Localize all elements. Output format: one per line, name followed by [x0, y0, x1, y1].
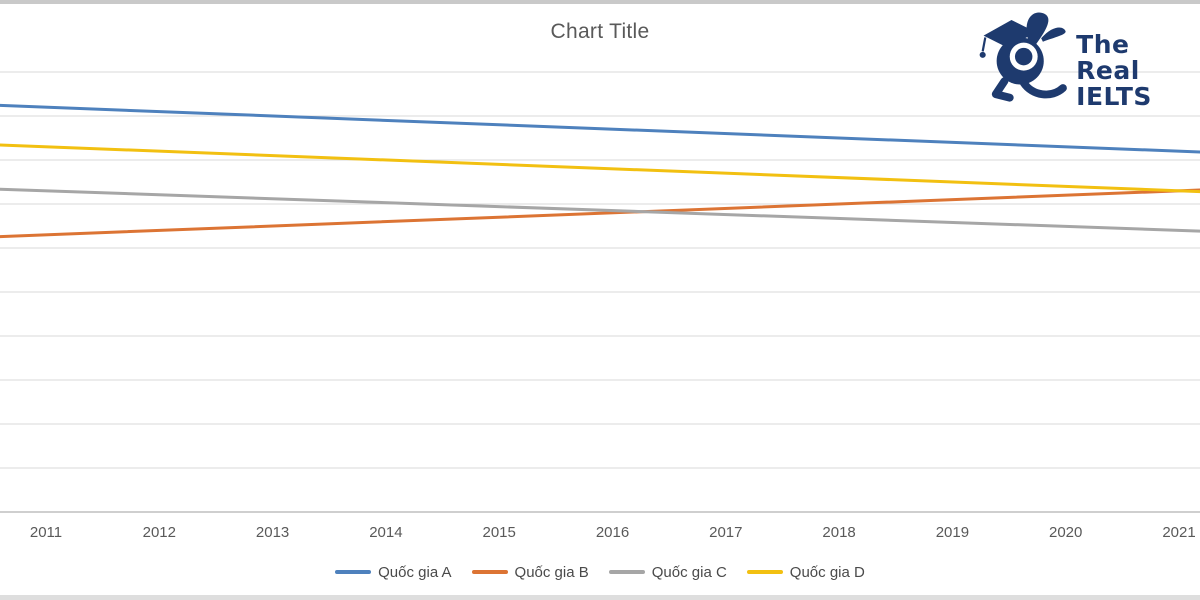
legend: Quốc gia A Quốc gia B Quốc gia C Quốc gia D [0, 560, 1200, 584]
x-axis-label: 2021 [1162, 524, 1196, 541]
x-axis-label: 2013 [255, 524, 290, 541]
legend-swatch-icon [335, 570, 372, 574]
x-axis: 2011 2012 2013 2014 2015 2016 2017 2018 2019 2020… [0, 524, 1200, 544]
chart-title: Chart Title [550, 20, 650, 43]
legend-swatch-icon [608, 570, 645, 574]
legend-label: Quốc gia B [514, 563, 589, 581]
series-line-4 [0, 143, 1200, 194]
x-axis-label: 2011 [29, 524, 63, 541]
x-axis-label: 2014 [369, 524, 403, 541]
logo-text-line1: The Real [1076, 30, 1140, 85]
brand-logo: The Real IELTS [972, 6, 1200, 110]
series-line-2 [0, 188, 1200, 239]
logo-text-line2: IELTS [1076, 82, 1152, 111]
x-axis-label: 2020 [1049, 524, 1083, 541]
x-axis-label: 2017 [709, 524, 743, 541]
legend-label: Quốc gia A [378, 563, 452, 581]
bottom-border [0, 595, 1200, 600]
series-line-1 [0, 103, 1200, 154]
legend-item: Quốc gia B [471, 563, 589, 581]
x-axis-label: 2015 [482, 524, 516, 541]
mascot-logo-icon [979, 12, 1067, 102]
x-axis-label: 2016 [595, 524, 630, 541]
x-axis-label: 2012 [142, 524, 176, 541]
legend-label: Quốc gia C [651, 563, 727, 581]
x-axis-label: 2018 [822, 524, 856, 541]
legend-item: Quốc gia C [608, 563, 727, 581]
legend-item: Quốc gia A [335, 563, 452, 581]
legend-item: Quốc gia D [746, 563, 865, 581]
legend-label: Quốc gia D [789, 563, 865, 581]
legend-swatch-icon [471, 570, 508, 574]
x-axis-label: 2019 [935, 524, 970, 541]
legend-swatch-icon [746, 570, 783, 574]
series-line-3 [0, 187, 1200, 233]
top-border [0, 0, 1200, 4]
